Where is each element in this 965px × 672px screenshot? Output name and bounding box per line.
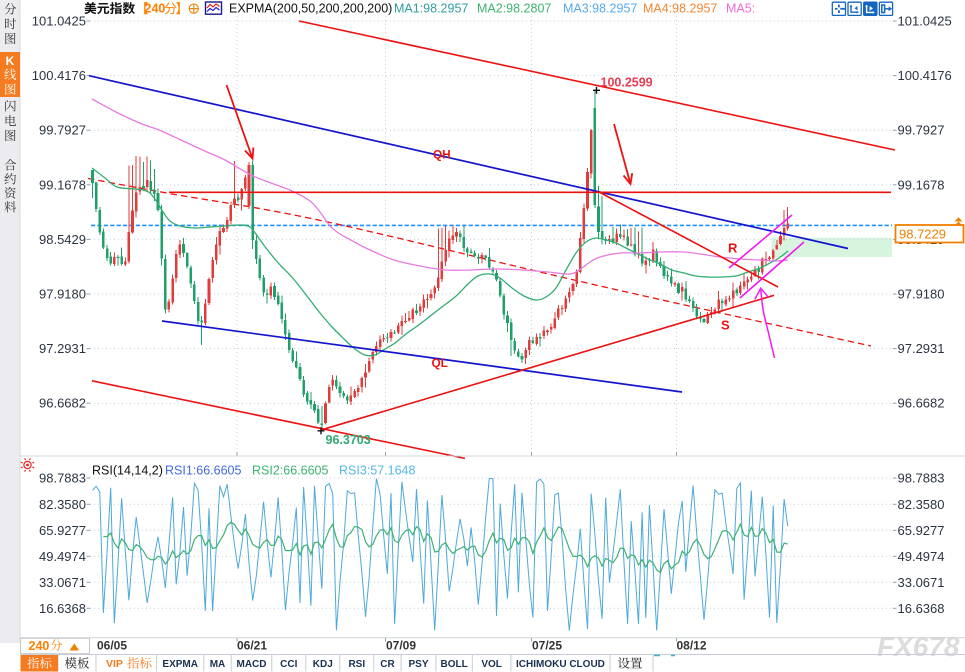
svg-text:49.4974: 49.4974 bbox=[898, 549, 945, 564]
svg-text:RSI(14,14,2): RSI(14,14,2) bbox=[92, 464, 163, 478]
svg-text:16.6368: 16.6368 bbox=[898, 601, 945, 616]
svg-text:99.1678: 99.1678 bbox=[39, 177, 86, 192]
svg-text:100.4176: 100.4176 bbox=[898, 68, 952, 83]
svg-text:MACD: MACD bbox=[237, 659, 267, 670]
svg-text:97.9180: 97.9180 bbox=[898, 287, 945, 302]
svg-text:100.2599: 100.2599 bbox=[601, 76, 653, 90]
svg-text:VIP: VIP bbox=[106, 658, 123, 670]
svg-text:96.6682: 96.6682 bbox=[898, 396, 945, 411]
svg-text:06/21: 06/21 bbox=[237, 639, 267, 653]
svg-text:97.2931: 97.2931 bbox=[898, 341, 945, 356]
svg-text:08/12: 08/12 bbox=[677, 639, 707, 653]
svg-text:96.6682: 96.6682 bbox=[39, 396, 86, 411]
svg-text:QL: QL bbox=[432, 356, 448, 370]
svg-text:99.7927: 99.7927 bbox=[898, 123, 945, 138]
svg-text:98.5429: 98.5429 bbox=[39, 232, 86, 247]
svg-text:49.4974: 49.4974 bbox=[39, 549, 86, 564]
svg-text:101.0425: 101.0425 bbox=[898, 14, 952, 29]
svg-text:KDJ: KDJ bbox=[313, 659, 333, 670]
svg-text:240: 240 bbox=[29, 639, 50, 653]
svg-text:R: R bbox=[728, 241, 738, 256]
svg-text:82.3580: 82.3580 bbox=[898, 497, 945, 512]
svg-text:MA: MA bbox=[210, 659, 226, 670]
svg-text:RSI2:66.6605: RSI2:66.6605 bbox=[252, 464, 328, 478]
svg-text:CR: CR bbox=[380, 659, 395, 670]
svg-text:RSI3:57.1648: RSI3:57.1648 bbox=[339, 464, 415, 478]
svg-text:MA3:98.2957: MA3:98.2957 bbox=[563, 2, 637, 16]
svg-text:PSY: PSY bbox=[408, 659, 428, 670]
svg-text:96.3703: 96.3703 bbox=[326, 433, 371, 447]
svg-text:97.2931: 97.2931 bbox=[39, 341, 86, 356]
svg-text:98.7883: 98.7883 bbox=[898, 471, 945, 486]
svg-text:MA4:98.2957: MA4:98.2957 bbox=[643, 2, 717, 16]
svg-text:QH: QH bbox=[433, 148, 451, 162]
svg-text:99.7927: 99.7927 bbox=[39, 123, 86, 138]
svg-text:FX678: FX678 bbox=[877, 631, 960, 662]
svg-text:98.7883: 98.7883 bbox=[39, 471, 86, 486]
svg-text:240: 240 bbox=[145, 2, 166, 16]
svg-text:K: K bbox=[6, 54, 15, 68]
svg-text:EXPMA: EXPMA bbox=[162, 659, 198, 670]
svg-text:33.0671: 33.0671 bbox=[898, 575, 945, 590]
svg-text:65.9277: 65.9277 bbox=[39, 523, 86, 538]
svg-text:82.3580: 82.3580 bbox=[39, 497, 86, 512]
svg-text:99.1678: 99.1678 bbox=[898, 177, 945, 192]
svg-text:06/05: 06/05 bbox=[97, 639, 127, 653]
svg-text:98.7229: 98.7229 bbox=[899, 227, 946, 242]
svg-text:MA5:: MA5: bbox=[726, 2, 755, 16]
svg-text:07/25: 07/25 bbox=[532, 639, 562, 653]
svg-text:BOLL: BOLL bbox=[440, 659, 467, 670]
svg-text:100.4176: 100.4176 bbox=[32, 68, 86, 83]
svg-text:07/09: 07/09 bbox=[386, 639, 416, 653]
svg-text:VOL: VOL bbox=[481, 659, 502, 670]
svg-text:101.0425: 101.0425 bbox=[32, 14, 86, 29]
svg-text:CCI: CCI bbox=[280, 659, 297, 670]
svg-text:ICHIMOKU CLOUD: ICHIMOKU CLOUD bbox=[516, 659, 605, 670]
svg-text:97.9180: 97.9180 bbox=[39, 287, 86, 302]
svg-text:EXPMA(200,50,200,200,200): EXPMA(200,50,200,200,200) bbox=[229, 2, 392, 16]
svg-text:MA2:98.2807: MA2:98.2807 bbox=[477, 2, 551, 16]
svg-text:65.9277: 65.9277 bbox=[898, 523, 945, 538]
svg-text:33.0671: 33.0671 bbox=[39, 575, 86, 590]
svg-text:S: S bbox=[721, 318, 730, 333]
svg-text:RSI1:66.6605: RSI1:66.6605 bbox=[165, 464, 241, 478]
svg-text:MA1:98.2957: MA1:98.2957 bbox=[394, 2, 468, 16]
svg-text:16.6368: 16.6368 bbox=[39, 601, 86, 616]
svg-text:RSI: RSI bbox=[348, 659, 365, 670]
